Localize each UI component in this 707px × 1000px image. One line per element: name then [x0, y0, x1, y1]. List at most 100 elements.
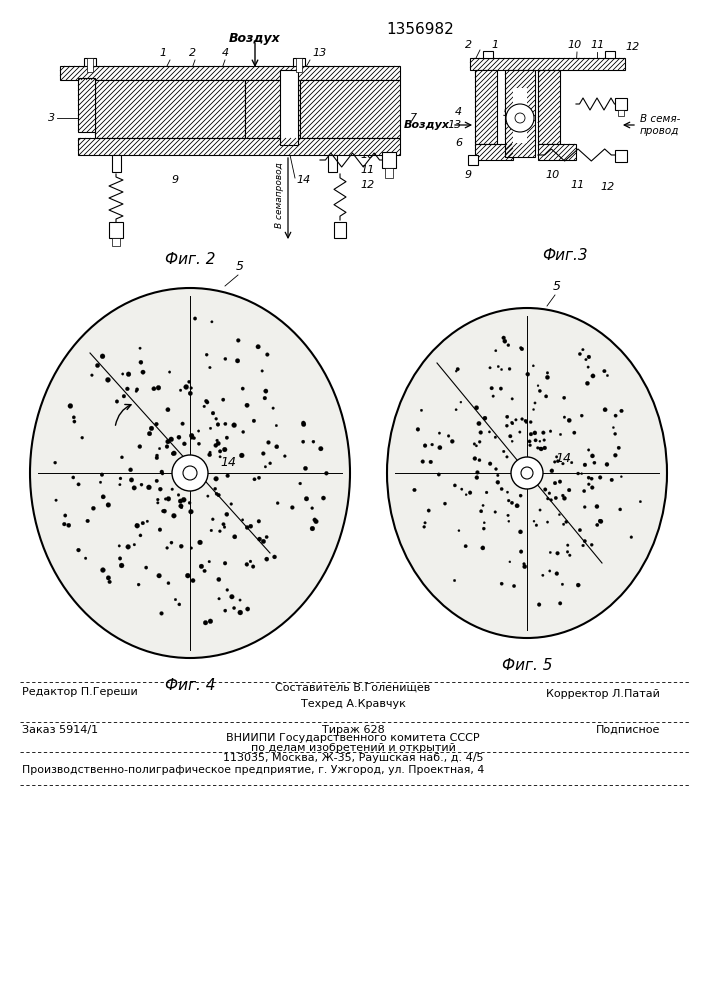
Circle shape — [520, 347, 524, 351]
Circle shape — [515, 113, 525, 123]
Circle shape — [556, 551, 559, 555]
Circle shape — [181, 497, 186, 502]
Circle shape — [223, 447, 227, 452]
Text: Подписное: Подписное — [595, 725, 660, 735]
Circle shape — [482, 504, 484, 507]
Bar — [245, 80, 300, 138]
Circle shape — [562, 523, 565, 526]
Circle shape — [156, 454, 158, 457]
Circle shape — [140, 483, 143, 486]
Circle shape — [582, 348, 584, 351]
Text: 5: 5 — [553, 280, 561, 293]
Circle shape — [546, 372, 549, 374]
Circle shape — [238, 610, 243, 615]
Circle shape — [511, 457, 543, 489]
Circle shape — [165, 439, 170, 444]
Circle shape — [218, 530, 221, 533]
Text: 12: 12 — [625, 42, 639, 52]
Circle shape — [443, 502, 447, 505]
Circle shape — [155, 479, 158, 483]
Bar — [505, 70, 535, 157]
Circle shape — [172, 451, 176, 456]
Circle shape — [617, 446, 621, 450]
Circle shape — [460, 488, 463, 490]
Text: Тираж 628: Тираж 628 — [322, 725, 385, 735]
Text: 6: 6 — [455, 138, 462, 148]
Text: 11: 11 — [360, 165, 374, 175]
Circle shape — [598, 476, 602, 479]
Circle shape — [561, 494, 564, 497]
Circle shape — [226, 589, 229, 591]
Circle shape — [216, 423, 220, 426]
Circle shape — [189, 433, 194, 438]
Circle shape — [437, 473, 440, 476]
Circle shape — [464, 544, 467, 548]
Circle shape — [214, 443, 218, 447]
Bar — [385, 168, 393, 178]
Circle shape — [100, 568, 105, 572]
Circle shape — [476, 471, 479, 474]
Bar — [293, 58, 305, 66]
Circle shape — [533, 431, 537, 435]
Circle shape — [139, 360, 143, 364]
Circle shape — [429, 460, 433, 464]
Text: 1: 1 — [160, 48, 167, 58]
Circle shape — [235, 359, 240, 363]
Circle shape — [520, 418, 524, 420]
Text: 12: 12 — [600, 182, 614, 192]
Circle shape — [239, 599, 241, 601]
Text: 4: 4 — [221, 48, 228, 58]
Circle shape — [558, 480, 562, 483]
Circle shape — [206, 495, 209, 497]
Circle shape — [249, 524, 253, 528]
Circle shape — [545, 375, 549, 379]
Circle shape — [500, 582, 503, 585]
Circle shape — [119, 477, 122, 480]
Text: Заказ 5914/1: Заказ 5914/1 — [22, 725, 98, 735]
Bar — [538, 70, 560, 144]
Circle shape — [614, 432, 617, 435]
Circle shape — [582, 544, 585, 547]
Circle shape — [490, 386, 493, 390]
Circle shape — [319, 446, 323, 451]
Bar — [513, 88, 527, 143]
Circle shape — [301, 421, 305, 425]
Circle shape — [561, 462, 564, 465]
Circle shape — [133, 543, 136, 546]
Bar — [615, 98, 627, 110]
Circle shape — [209, 366, 211, 369]
Circle shape — [263, 396, 267, 400]
Circle shape — [507, 514, 509, 517]
Circle shape — [208, 453, 211, 457]
Text: 2: 2 — [465, 40, 472, 50]
Circle shape — [223, 526, 226, 528]
Circle shape — [118, 557, 122, 560]
Circle shape — [218, 597, 221, 600]
Circle shape — [580, 414, 583, 417]
Circle shape — [161, 472, 164, 475]
Circle shape — [519, 431, 521, 433]
Circle shape — [127, 372, 131, 377]
Circle shape — [139, 534, 142, 537]
Circle shape — [567, 418, 571, 423]
Circle shape — [588, 449, 590, 451]
Circle shape — [275, 424, 278, 427]
Circle shape — [510, 501, 514, 505]
Bar — [112, 238, 120, 246]
Circle shape — [438, 432, 440, 434]
Circle shape — [534, 439, 537, 442]
Circle shape — [197, 442, 201, 445]
Circle shape — [149, 426, 154, 431]
Circle shape — [209, 427, 212, 430]
Text: 5: 5 — [265, 140, 272, 150]
Circle shape — [172, 513, 176, 518]
Circle shape — [168, 371, 171, 373]
Circle shape — [559, 433, 562, 436]
Circle shape — [180, 544, 183, 548]
Circle shape — [265, 535, 268, 539]
Circle shape — [578, 352, 582, 356]
Circle shape — [587, 366, 590, 368]
Circle shape — [225, 436, 228, 439]
Circle shape — [272, 407, 274, 409]
Circle shape — [566, 550, 569, 553]
